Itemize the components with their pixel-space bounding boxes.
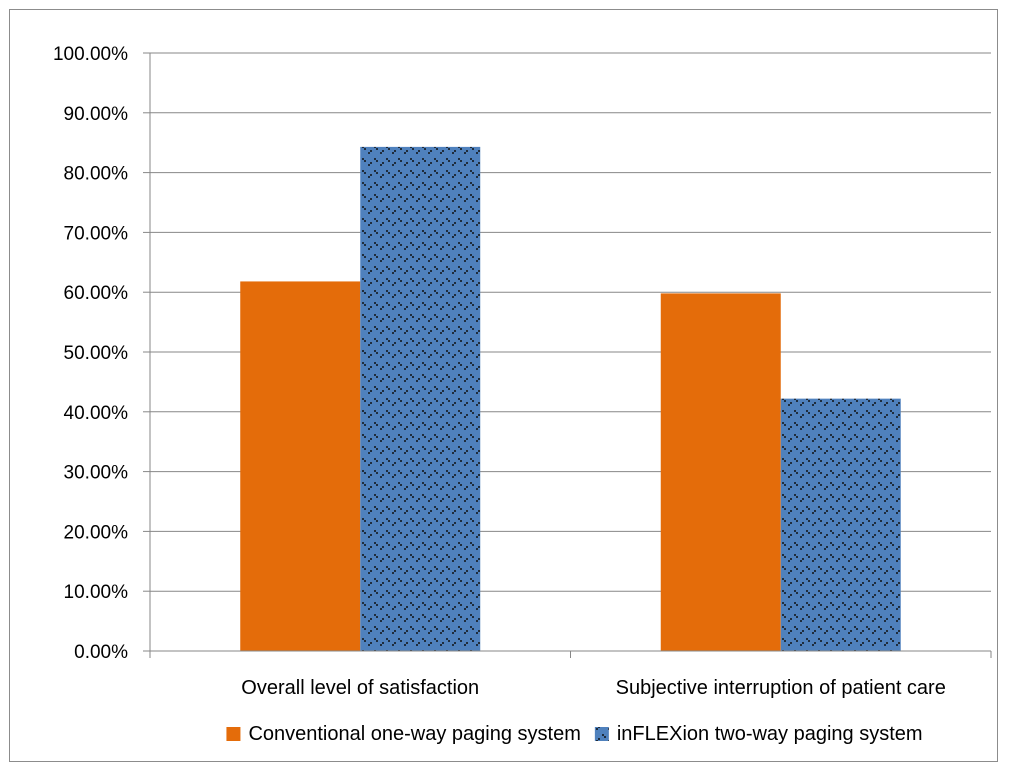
bar-conventional-interruption xyxy=(660,293,781,651)
x-axis xyxy=(149,53,992,658)
legend-item: inFLEXion two-way paging system xyxy=(594,723,923,745)
legend: Conventional one-way paging system inFLEX… xyxy=(226,723,923,745)
x-category-label: Subjective interruption of patient care xyxy=(616,677,946,699)
legend-swatch xyxy=(226,727,241,741)
y-tick-label: 10.00% xyxy=(64,582,129,603)
bar-inflexion-interruption xyxy=(780,398,901,651)
bar-conventional-satisfaction xyxy=(240,281,361,651)
bar-inflexion-satisfaction xyxy=(360,146,481,652)
x-axis-category-labels: Overall level of satisfaction Subjective … xyxy=(241,677,946,699)
y-tick-label: 80.00% xyxy=(64,164,129,185)
legend-label: Conventional one-way paging system xyxy=(248,723,580,745)
y-tick-label: 0.00% xyxy=(74,642,128,663)
y-tick-label: 100.00% xyxy=(53,44,128,65)
y-tick-label: 40.00% xyxy=(64,403,129,424)
y-tick-label: 50.00% xyxy=(64,343,129,364)
y-tick-label: 30.00% xyxy=(64,463,129,484)
legend-item: Conventional one-way paging system xyxy=(226,723,581,745)
legend-label: inFLEXion two-way paging system xyxy=(617,723,923,745)
y-axis-tick-labels: 0.00% 10.00% 20.00% 30.00% 40.00% 50.00% 60.00… xyxy=(53,44,128,663)
x-category-label: Overall level of satisfaction xyxy=(241,677,479,699)
y-tick-label: 70.00% xyxy=(64,223,129,244)
legend-swatch xyxy=(594,727,609,741)
y-tick-label: 90.00% xyxy=(64,104,129,125)
y-tick-label: 60.00% xyxy=(64,283,129,304)
y-tick-label: 20.00% xyxy=(64,522,129,543)
bars xyxy=(240,146,901,652)
